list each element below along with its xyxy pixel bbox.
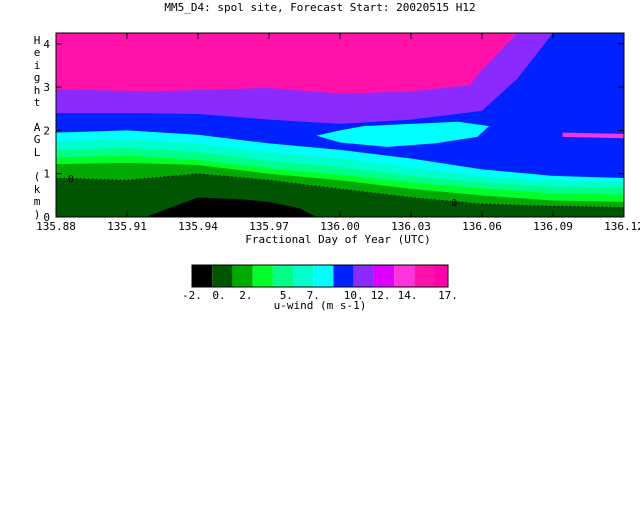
colorbar-tick-label: 12. <box>371 289 391 302</box>
colorbar-frame <box>191 264 449 288</box>
colorbar-tick-label: -2. <box>182 289 202 302</box>
colorbar-swatch <box>414 265 435 287</box>
chart-title: MM5_D4: spol site, Forecast Start: 20020… <box>164 1 476 14</box>
colorbar-swatch <box>212 265 233 287</box>
x-tick-label: 135.94 <box>178 220 218 233</box>
colorbar-tick-label: 17. <box>438 289 458 302</box>
contour-label: 0 <box>68 174 74 185</box>
colorbar-swatch <box>192 265 213 287</box>
colorbar-swatch <box>232 265 253 287</box>
colorbar-swatch <box>394 265 415 287</box>
x-tick-label: 136.03 <box>391 220 431 233</box>
colorbar-swatch <box>313 265 334 287</box>
colorbar-swatch <box>252 265 273 287</box>
colorbar-tick-label: 7. <box>307 289 320 302</box>
colorbar-tick-label: 0. <box>212 289 225 302</box>
x-tick-label: 135.97 <box>249 220 289 233</box>
colorbar-swatch <box>373 265 395 287</box>
colorbar-swatch <box>293 265 314 287</box>
x-tick-label: 135.88 <box>36 220 76 233</box>
y-tick-label: 1 <box>43 168 50 181</box>
contour-island-1 <box>562 132 624 139</box>
y-tick-label: 4 <box>43 38 50 51</box>
colorbar-tick-label: 5. <box>280 289 293 302</box>
colorbar-swatch <box>272 265 294 287</box>
y-tick-label: 0 <box>43 211 50 224</box>
x-tick-label: 136.09 <box>533 220 573 233</box>
contour-island-0 <box>316 121 490 147</box>
colorbar-tick-label: 14. <box>398 289 418 302</box>
contour-band-10 <box>145 197 317 217</box>
x-tick-label: 136.06 <box>462 220 502 233</box>
x-tick-label: 136.12 <box>604 220 640 233</box>
colorbar-label: u-wind (m s-1) <box>273 299 367 312</box>
x-tick-label: 136.00 <box>320 220 360 233</box>
contour-label: 0 <box>451 198 457 209</box>
x-tick-label: 135.91 <box>107 220 147 233</box>
colorbar-swatch <box>353 265 374 287</box>
colorbar-tick-label: 2. <box>239 289 252 302</box>
colorbar-swatch <box>333 265 354 287</box>
y-tick-label: 2 <box>43 124 50 137</box>
y-tick-label: 3 <box>43 81 50 94</box>
colorbar-swatch <box>434 265 448 287</box>
x-axis-label: Fractional Day of Year (UTC) <box>245 233 431 246</box>
colorbar-tick-label: 10. <box>344 289 364 302</box>
